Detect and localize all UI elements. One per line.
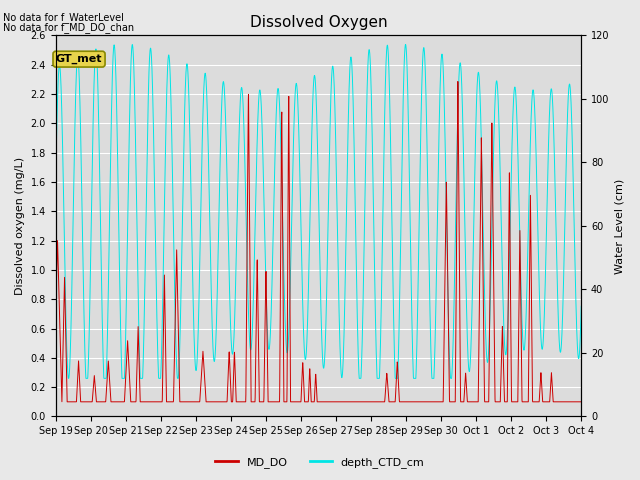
Title: Dissolved Oxygen: Dissolved Oxygen [250,15,387,30]
Legend: MD_DO, depth_CTD_cm: MD_DO, depth_CTD_cm [211,452,429,472]
Text: No data for f_WaterLevel: No data for f_WaterLevel [3,12,124,23]
Y-axis label: Water Level (cm): Water Level (cm) [615,178,625,274]
Text: No data for f_MD_DO_chan: No data for f_MD_DO_chan [3,22,134,33]
Text: GT_met: GT_met [56,54,102,64]
Y-axis label: Dissolved oxygen (mg/L): Dissolved oxygen (mg/L) [15,157,25,295]
